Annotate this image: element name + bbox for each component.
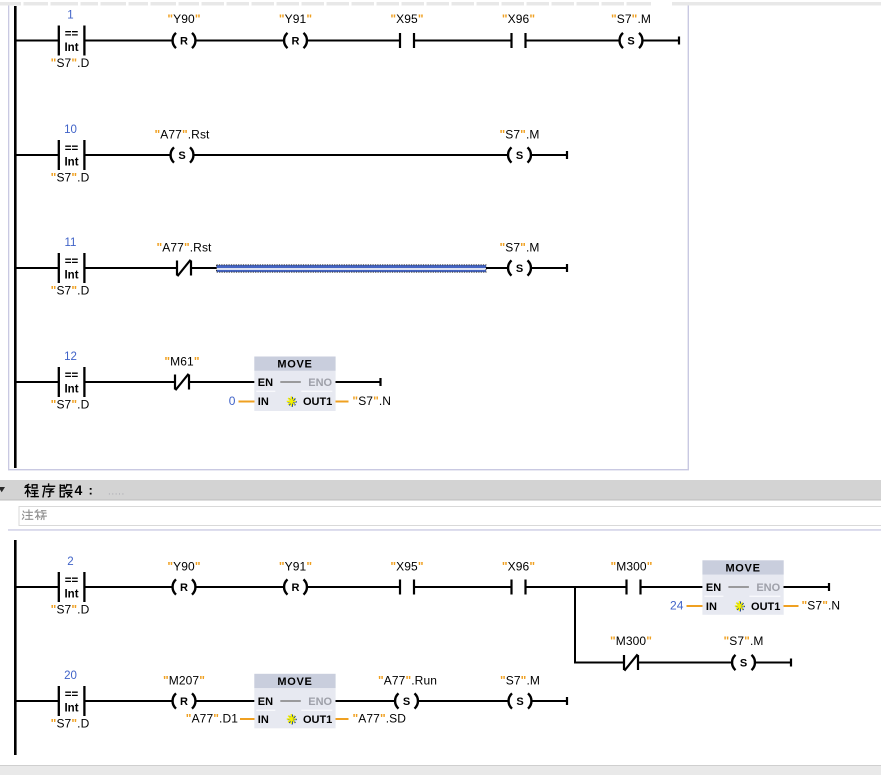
svg-text:Int: Int (64, 157, 78, 169)
svg-text:"M300": "M300" (610, 634, 652, 648)
svg-text:S: S (403, 696, 410, 708)
svg-text:==: == (65, 143, 79, 155)
svg-text:Int: Int (64, 589, 78, 601)
svg-text:"M61": "M61" (164, 355, 199, 369)
svg-text:OUT1: OUT1 (751, 601, 780, 613)
svg-text:"S7".D: "S7".D (51, 398, 90, 412)
svg-text:IN: IN (258, 714, 269, 726)
svg-text:"S7".M: "S7".M (611, 12, 651, 26)
svg-text::: : (89, 483, 93, 498)
svg-text:EN: EN (706, 582, 721, 594)
svg-text:"Y91": "Y91" (279, 12, 312, 26)
svg-text:"S7".M: "S7".M (500, 674, 540, 688)
svg-text:.....: ..... (108, 487, 125, 498)
svg-text:"S7".M: "S7".M (499, 128, 539, 142)
svg-text:Int: Int (64, 270, 78, 282)
svg-text:"A77".Rst: "A77".Rst (155, 128, 211, 142)
svg-text:EN: EN (258, 377, 273, 389)
svg-text:==: == (65, 689, 79, 701)
svg-text:0: 0 (229, 394, 236, 408)
svg-text:"S7".M: "S7".M (499, 241, 539, 255)
svg-text:Int: Int (64, 384, 78, 396)
svg-text:1: 1 (67, 10, 73, 22)
svg-text:"X96": "X96" (502, 560, 535, 574)
svg-text:"A77".SD: "A77".SD (353, 712, 407, 726)
svg-text:"X95": "X95" (390, 560, 423, 574)
svg-text:ENO: ENO (756, 582, 780, 594)
svg-text:"X95": "X95" (390, 12, 423, 26)
svg-text:"X96": "X96" (502, 12, 535, 26)
svg-text:IN: IN (706, 601, 717, 613)
svg-text:"M207": "M207" (163, 674, 205, 688)
svg-text:S: S (516, 150, 523, 162)
svg-text:"S7".M: "S7".M (723, 634, 763, 648)
svg-text:OUT1: OUT1 (303, 714, 332, 726)
svg-text:10: 10 (64, 124, 77, 136)
svg-text:11: 11 (65, 237, 77, 249)
svg-text:==: == (65, 575, 79, 587)
svg-text:"S7".D: "S7".D (51, 284, 90, 298)
svg-text:12: 12 (64, 351, 77, 363)
svg-text:"A77".D1: "A77".D1 (186, 712, 238, 726)
svg-text:4: 4 (75, 482, 83, 498)
svg-text:OUT1: OUT1 (303, 396, 332, 408)
svg-text:==: == (65, 256, 79, 268)
svg-text:S: S (516, 263, 523, 275)
svg-text:MOVE: MOVE (725, 562, 760, 574)
svg-text:"S7".D: "S7".D (51, 171, 90, 185)
svg-text:S: S (516, 696, 523, 708)
svg-text:"Y90": "Y90" (167, 12, 200, 26)
svg-text:"M300": "M300" (610, 560, 652, 574)
svg-text:R: R (292, 36, 300, 48)
svg-text:Int: Int (64, 42, 78, 54)
svg-text:"A77".Rst: "A77".Rst (157, 241, 213, 255)
svg-text:24: 24 (670, 599, 684, 613)
svg-text:"S7".D: "S7".D (51, 56, 90, 70)
svg-text:EN: EN (258, 696, 273, 708)
svg-text:R: R (180, 582, 188, 594)
svg-text:Int: Int (64, 703, 78, 715)
svg-text:MOVE: MOVE (277, 359, 312, 371)
svg-text:ENO: ENO (308, 696, 332, 708)
svg-text:"A77".Run: "A77".Run (378, 674, 437, 688)
svg-text:"S7".D: "S7".D (51, 603, 90, 617)
svg-text:IN: IN (258, 396, 269, 408)
svg-text:R: R (292, 582, 300, 594)
svg-text:"Y90": "Y90" (167, 560, 200, 574)
svg-text:S: S (740, 658, 747, 670)
svg-text:S: S (627, 36, 634, 48)
svg-text:==: == (65, 29, 79, 41)
svg-text:R: R (180, 696, 188, 708)
svg-text:20: 20 (64, 670, 77, 682)
svg-text:MOVE: MOVE (277, 676, 312, 688)
svg-text:"Y91": "Y91" (279, 560, 312, 574)
svg-text:"S7".N: "S7".N (802, 599, 841, 613)
svg-text:R: R (180, 36, 188, 48)
svg-text:2: 2 (67, 556, 73, 568)
svg-text:"S7".N: "S7".N (352, 394, 391, 408)
svg-text:S: S (178, 150, 185, 162)
svg-text:==: == (65, 370, 79, 382)
svg-text:ENO: ENO (308, 377, 332, 389)
svg-text:"S7".D: "S7".D (51, 717, 90, 731)
